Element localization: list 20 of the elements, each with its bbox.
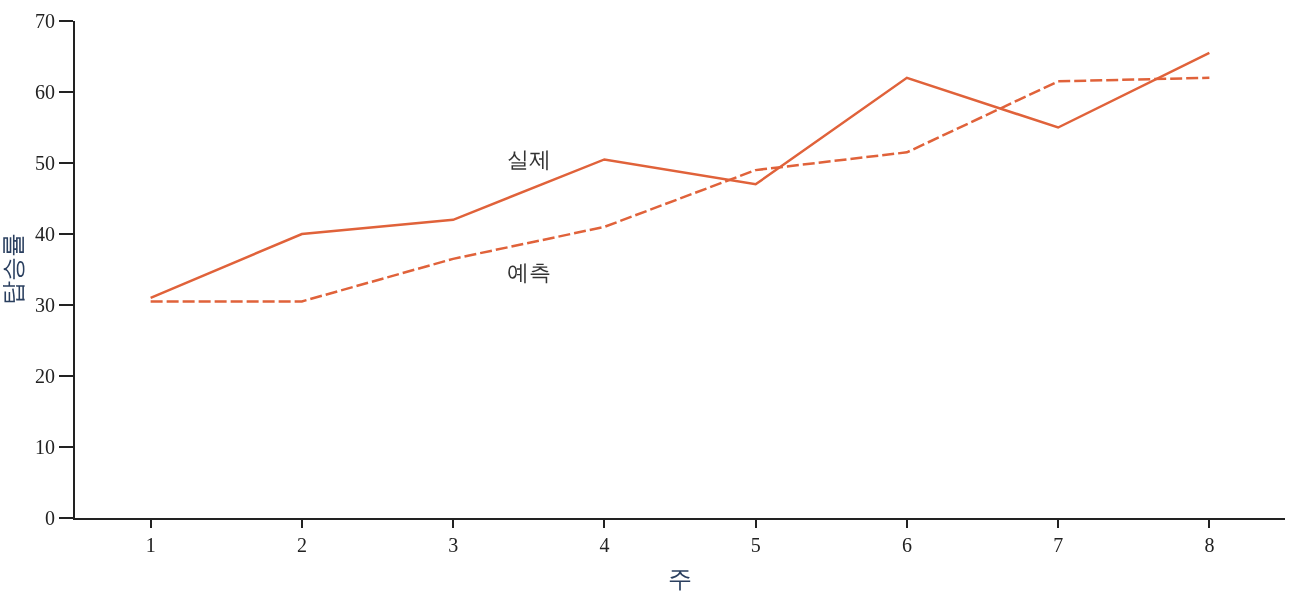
x-tick-label: 7 xyxy=(1053,534,1064,556)
series-label: 예측 xyxy=(507,260,551,285)
y-axis-title: 탑승률 xyxy=(0,233,26,306)
y-tick-label: 30 xyxy=(35,294,55,316)
x-tick-label: 6 xyxy=(901,534,912,556)
y-tick-label: 70 xyxy=(35,10,55,32)
x-tick-label: 8 xyxy=(1204,534,1215,556)
x-tick-label: 1 xyxy=(145,534,156,556)
y-tick-label: 20 xyxy=(35,365,55,387)
y-tick-label: 40 xyxy=(35,223,55,245)
series-label: 실제 xyxy=(507,147,551,172)
y-tick-label: 50 xyxy=(35,152,55,174)
x-axis-title: 주 xyxy=(668,565,692,592)
y-tick-label: 0 xyxy=(45,507,55,529)
x-tick-label: 5 xyxy=(750,534,761,556)
y-tick-label: 60 xyxy=(35,81,55,103)
x-tick-label: 4 xyxy=(599,534,610,556)
x-tick-label: 2 xyxy=(296,534,307,556)
y-tick-label: 10 xyxy=(35,436,55,458)
x-tick-label: 3 xyxy=(448,534,459,556)
